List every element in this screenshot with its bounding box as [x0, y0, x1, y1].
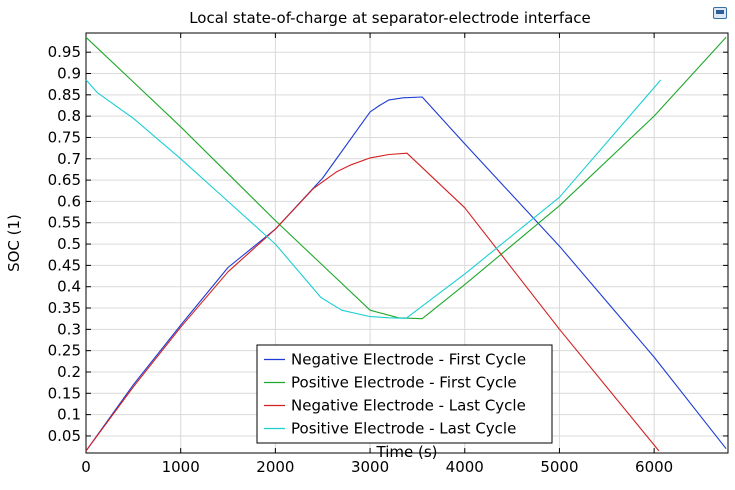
- x-tick-label: 5000: [540, 458, 578, 476]
- y-tick-label: 0.55: [48, 214, 81, 232]
- series-group: [85, 36, 727, 452]
- y-tick-label: 0.9: [57, 65, 81, 83]
- y-tick-label: 0.85: [48, 86, 81, 104]
- y-tick-label: 0.95: [48, 43, 81, 61]
- y-tick-label: 0.7: [57, 150, 81, 168]
- series-line-2: [85, 36, 727, 320]
- legend-label: Positive Electrode - Last Cycle: [291, 420, 516, 438]
- legend-box: [256, 344, 553, 444]
- legend-label: Negative Electrode - Last Cycle: [291, 397, 526, 415]
- y-tick-label: 0.5: [57, 235, 81, 253]
- y-tick-label: 0.05: [48, 427, 81, 445]
- legend-label: Negative Electrode - First Cycle: [291, 351, 526, 369]
- chart-title: Local state-of-charge at separator-elect…: [189, 9, 591, 27]
- x-axis-label: Time (s): [376, 443, 438, 461]
- x-tick-label: 3000: [351, 458, 389, 476]
- y-tick-label: 0.6: [57, 192, 81, 210]
- plot-frame: [85, 32, 729, 454]
- series-line-3: [85, 152, 660, 452]
- grid: [86, 33, 728, 453]
- y-tick-label: 0.8: [57, 107, 81, 125]
- y-tick-label: 0.65: [48, 171, 81, 189]
- x-axis: 0 1000 2000 3000 4000 5000 6000: [81, 33, 673, 476]
- series-line-4: [85, 79, 662, 319]
- y-tick-label: 0.15: [48, 384, 81, 402]
- y-tick-label: 0.45: [48, 256, 81, 274]
- y-tick-label: 0.2: [57, 363, 81, 381]
- x-tick-label: 4000: [446, 458, 484, 476]
- series-line-1: [85, 96, 727, 452]
- y-axis-label: SOC (1): [5, 214, 23, 272]
- legend: Negative Electrode - First Cycle Positive…: [256, 344, 553, 444]
- y-tick-label: 0.1: [57, 406, 81, 424]
- y-axis: 0.05 0.1 0.15 0.2 0.25 0.3 0.35 0.4 0.45 0.5 0.55 0…: [48, 43, 728, 445]
- x-tick-label: 6000: [635, 458, 673, 476]
- y-tick-label: 0.35: [48, 299, 81, 317]
- y-tick-label: 0.3: [57, 320, 81, 338]
- y-tick-label: 0.4: [57, 278, 81, 296]
- export-image-icon[interactable]: [713, 7, 727, 19]
- y-tick-label: 0.25: [48, 342, 81, 360]
- x-tick-label: 0: [81, 458, 91, 476]
- y-tick-label: 0.75: [48, 128, 81, 146]
- x-tick-label: 2000: [256, 458, 294, 476]
- legend-label: Positive Electrode - First Cycle: [291, 374, 517, 392]
- x-tick-label: 1000: [162, 458, 200, 476]
